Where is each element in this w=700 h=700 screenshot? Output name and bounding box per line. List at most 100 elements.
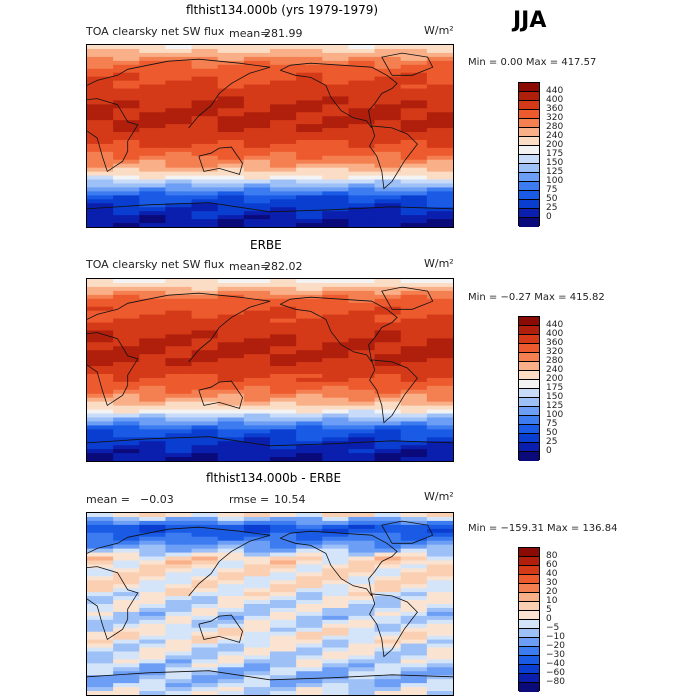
map-cell (217, 631, 245, 637)
map-cell (322, 631, 350, 637)
map-cell (139, 544, 167, 550)
map-cell (243, 362, 271, 367)
map-cell (296, 671, 323, 676)
map-cell (270, 639, 297, 645)
map-cell (139, 611, 167, 617)
map-cell (113, 56, 140, 62)
map-cell (191, 163, 219, 169)
map-cell (191, 175, 219, 181)
map-cell (243, 306, 271, 312)
map-cell (348, 338, 376, 343)
map-cell (139, 45, 167, 50)
map-cell (400, 667, 428, 672)
map-cell (322, 88, 350, 94)
map-cell (400, 449, 428, 454)
map-cell (217, 540, 245, 546)
map-cell (165, 433, 193, 438)
map-cell (348, 544, 376, 550)
map-cell (426, 219, 453, 224)
coastline (87, 566, 139, 641)
map-cell (87, 96, 114, 101)
map-cell (374, 564, 402, 569)
map-cell (113, 155, 140, 161)
map-cell (113, 409, 140, 415)
map-cell (374, 211, 402, 216)
map-cell (296, 679, 323, 684)
map-cell (400, 675, 428, 680)
map-cell (270, 147, 297, 153)
map-cell (374, 358, 402, 363)
map-cell (217, 596, 245, 601)
map-cell (113, 631, 140, 637)
map-cell (243, 631, 271, 637)
map-cell (270, 203, 297, 208)
map-cell (322, 623, 350, 629)
coastline (280, 530, 398, 597)
map-cell (322, 429, 350, 434)
map-cell (322, 373, 350, 379)
map-cell (165, 128, 193, 133)
map-cell (348, 139, 376, 145)
map-cell (348, 282, 376, 288)
map-cell (165, 417, 193, 423)
map-cell (87, 596, 114, 601)
map-cell (322, 413, 350, 419)
map-cell (426, 457, 453, 461)
map-cell (191, 139, 219, 145)
map-cell (374, 401, 402, 407)
map-cell (191, 52, 219, 58)
map-cell (165, 453, 193, 458)
map-cell (348, 84, 376, 90)
map-cell (139, 576, 167, 581)
map-cell (270, 596, 297, 601)
map-cell (243, 413, 271, 419)
map-cell (348, 318, 376, 324)
map-cell (374, 536, 402, 542)
map-cell (348, 96, 376, 101)
map-cell (243, 433, 271, 438)
map-cell (217, 647, 245, 653)
map-cell (296, 623, 323, 629)
map-cell (217, 635, 245, 641)
map-cell (191, 627, 219, 633)
map-cell (165, 211, 193, 216)
map-cell (348, 279, 376, 284)
map-cell (400, 80, 428, 86)
coastline (87, 436, 453, 447)
map-cell (217, 76, 245, 82)
map-cell (243, 354, 271, 359)
map-cell (322, 120, 350, 125)
map-cell (165, 306, 193, 312)
map-cell (243, 60, 271, 66)
map-cell (322, 370, 350, 375)
coastline (198, 614, 243, 643)
map-cell (87, 663, 114, 668)
map-cell (243, 112, 271, 117)
map-cell (139, 584, 167, 589)
map-cell (270, 187, 297, 192)
map-cell (270, 381, 297, 387)
map-cell (426, 191, 453, 196)
map-cell (270, 290, 297, 296)
map-cell (348, 116, 376, 121)
map-cell (217, 104, 245, 109)
map-cell (87, 659, 114, 664)
map-cell (165, 600, 193, 605)
map-cell (139, 373, 167, 379)
map-cell (400, 342, 428, 347)
map-cell (165, 52, 193, 58)
map-cell (348, 147, 376, 153)
map-cell (296, 520, 323, 526)
map-cell (217, 421, 245, 426)
colorbar-tick-label: 50 (546, 193, 558, 204)
units-label-diff: W/m² (424, 490, 454, 503)
map-cell (87, 330, 114, 335)
map-cell (296, 516, 323, 522)
map-cell (400, 552, 428, 558)
map-cell (165, 536, 193, 542)
map-cell (374, 48, 402, 54)
map-cell (87, 314, 114, 320)
map-cell (243, 659, 271, 664)
map-cell (296, 631, 323, 637)
map-cell (426, 647, 453, 653)
